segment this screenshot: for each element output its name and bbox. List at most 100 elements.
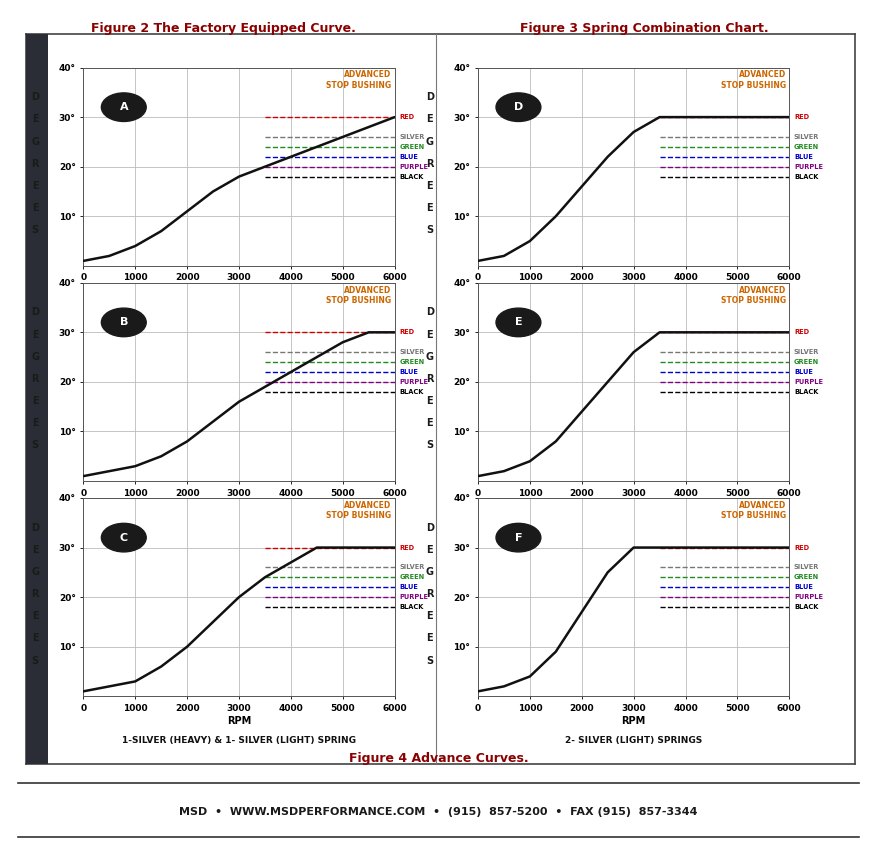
Text: BLACK: BLACK (399, 389, 424, 395)
Text: RED: RED (794, 544, 809, 550)
X-axis label: RPM: RPM (227, 285, 251, 295)
Text: S: S (32, 656, 39, 666)
Circle shape (102, 523, 146, 552)
Text: 1-SILVER (HEAVY) & 1-BLUE (LIGHT) SPRING: 1-SILVER (HEAVY) & 1-BLUE (LIGHT) SPRING (128, 521, 350, 530)
Text: S: S (426, 656, 433, 666)
Text: Figure 4 Advance Curves.: Figure 4 Advance Curves. (349, 752, 528, 765)
Text: SILVER: SILVER (399, 565, 424, 571)
Text: D: D (425, 307, 434, 317)
Text: D: D (514, 102, 523, 112)
Text: E: E (426, 545, 433, 555)
Text: G: G (31, 352, 39, 362)
Text: C: C (120, 533, 128, 543)
Text: BLUE: BLUE (794, 154, 813, 160)
Text: E: E (32, 203, 39, 213)
Text: Figure 2 The Factory Equipped Curve.: Figure 2 The Factory Equipped Curve. (91, 22, 356, 35)
Text: G: G (425, 352, 434, 362)
Text: S: S (32, 225, 39, 235)
Text: 2-SILVER (HEAVY) SPRINGS: 2-SILVER (HEAVY) SPRINGS (170, 306, 308, 315)
Text: BLACK: BLACK (794, 174, 818, 180)
Text: ADVANCED
STOP BUSHING: ADVANCED STOP BUSHING (721, 286, 786, 306)
Text: SILVER: SILVER (794, 565, 819, 571)
Text: GREEN: GREEN (794, 574, 819, 581)
Circle shape (496, 93, 541, 122)
Text: RED: RED (794, 329, 809, 335)
Text: E: E (426, 181, 433, 191)
Text: PURPLE: PURPLE (399, 594, 428, 600)
Circle shape (496, 523, 541, 552)
Text: S: S (426, 441, 433, 451)
Text: R: R (426, 374, 433, 384)
Text: GREEN: GREEN (794, 359, 819, 365)
Text: BLACK: BLACK (794, 389, 818, 395)
Text: BLUE: BLUE (794, 584, 813, 590)
Text: D: D (31, 307, 39, 317)
X-axis label: RPM: RPM (622, 500, 645, 511)
Text: E: E (426, 419, 433, 428)
Text: G: G (31, 137, 39, 147)
Text: 2-BLUE (LIGHT) SPRINGS: 2-BLUE (LIGHT) SPRINGS (571, 306, 696, 315)
Text: B: B (119, 317, 128, 327)
Text: PURPLE: PURPLE (794, 164, 823, 170)
Text: BLACK: BLACK (399, 604, 424, 610)
X-axis label: RPM: RPM (622, 285, 645, 295)
Text: E: E (32, 545, 39, 555)
Text: E: E (32, 181, 39, 191)
Text: PURPLE: PURPLE (399, 164, 428, 170)
Text: ADVANCED
STOP BUSHING: ADVANCED STOP BUSHING (326, 286, 391, 306)
Text: BLUE: BLUE (399, 369, 418, 375)
Text: G: G (425, 567, 434, 577)
Text: SILVER: SILVER (399, 349, 424, 355)
Text: E: E (32, 330, 39, 339)
Text: S: S (426, 225, 433, 235)
Text: E: E (426, 611, 433, 621)
Text: R: R (426, 159, 433, 169)
Text: RED: RED (399, 329, 415, 335)
Text: ADVANCED
STOP BUSHING: ADVANCED STOP BUSHING (326, 71, 391, 90)
Text: GREEN: GREEN (399, 359, 424, 365)
Text: PURPLE: PURPLE (399, 379, 428, 385)
Text: ADVANCED
STOP BUSHING: ADVANCED STOP BUSHING (326, 501, 391, 521)
Text: MSD  •  WWW.MSDPERFORMANCE.COM  •  (915)  857-5200  •  FAX (915)  857-3344: MSD • WWW.MSDPERFORMANCE.COM • (915) 857… (179, 807, 698, 817)
Text: E: E (426, 203, 433, 213)
Text: F: F (515, 533, 522, 543)
Text: SILVER: SILVER (794, 134, 819, 140)
Text: SILVER: SILVER (399, 134, 424, 140)
Text: 1-SILVER (HEAVY) & 1- SILVER (LIGHT) SPRING: 1-SILVER (HEAVY) & 1- SILVER (LIGHT) SPR… (122, 736, 356, 745)
Text: 1- SILVER (LIGHT) & 1- BLUE (LIGHT) SPRING: 1- SILVER (LIGHT) & 1- BLUE (LIGHT) SPRI… (521, 521, 746, 530)
Text: E: E (426, 396, 433, 406)
Text: RED: RED (794, 114, 809, 120)
Text: BLUE: BLUE (399, 584, 418, 590)
Text: E: E (32, 396, 39, 406)
Text: Figure 3 Spring Combination Chart.: Figure 3 Spring Combination Chart. (520, 22, 769, 35)
Text: BLUE: BLUE (399, 154, 418, 160)
Text: BLACK: BLACK (794, 604, 818, 610)
Text: A: A (119, 102, 128, 112)
Text: R: R (32, 374, 39, 384)
Text: R: R (32, 159, 39, 169)
Text: S: S (32, 441, 39, 451)
Text: R: R (426, 589, 433, 599)
Text: E: E (32, 611, 39, 621)
Text: GREEN: GREEN (794, 143, 819, 150)
Text: ADVANCED
STOP BUSHING: ADVANCED STOP BUSHING (721, 71, 786, 90)
Text: E: E (32, 419, 39, 428)
Text: E: E (426, 634, 433, 643)
Circle shape (102, 93, 146, 122)
Text: D: D (31, 92, 39, 102)
Text: RED: RED (399, 544, 415, 550)
Text: E: E (32, 634, 39, 643)
Text: G: G (31, 567, 39, 577)
Text: D: D (425, 522, 434, 533)
Circle shape (102, 308, 146, 337)
Text: GREEN: GREEN (399, 574, 424, 581)
Text: RED: RED (399, 114, 415, 120)
X-axis label: RPM: RPM (227, 500, 251, 511)
Text: GREEN: GREEN (399, 143, 424, 150)
Text: 2- SILVER (LIGHT) SPRINGS: 2- SILVER (LIGHT) SPRINGS (565, 736, 702, 745)
Text: E: E (426, 115, 433, 124)
Text: D: D (425, 92, 434, 102)
Text: D: D (31, 522, 39, 533)
Text: BLACK: BLACK (399, 174, 424, 180)
Circle shape (496, 308, 541, 337)
